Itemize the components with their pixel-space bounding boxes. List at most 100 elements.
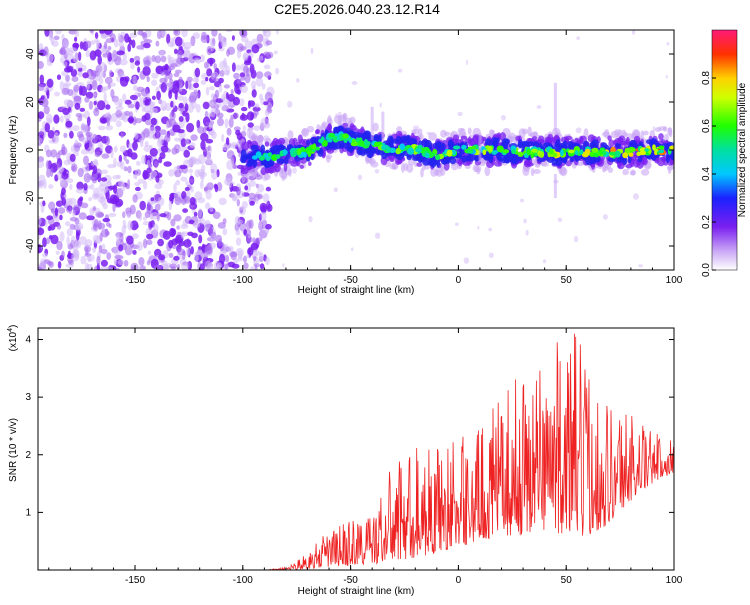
noise-blob (170, 218, 176, 227)
signal-blob (503, 139, 510, 144)
noise-blob (130, 152, 138, 160)
ridge-blob (267, 152, 272, 157)
signal-blob (553, 143, 561, 151)
noise-blob (116, 161, 123, 168)
signal-blob (496, 137, 500, 144)
noise-blob (90, 40, 96, 45)
noise-blob (142, 171, 150, 180)
noise-blob (239, 72, 246, 78)
noise-blob (92, 206, 96, 211)
noise-blob (142, 66, 151, 76)
noise-blob (60, 172, 69, 180)
noise-blob (105, 135, 110, 143)
noise-blob (86, 215, 95, 221)
spectrogram-panel: -150 -100 -50 0 50 100 -40 -20 0 20 40 Height of … (8, 29, 683, 296)
noise-blob (72, 209, 76, 217)
noise-blob (77, 116, 83, 122)
ridge-blob (628, 152, 634, 157)
noise-blob (488, 252, 494, 259)
noise-blob (217, 222, 226, 229)
ridge-blob (644, 148, 649, 152)
noise-blob (168, 252, 174, 258)
signal-blob (370, 148, 377, 153)
noise-blob (221, 105, 226, 111)
noise-blob (150, 197, 155, 202)
signal-blob (283, 162, 288, 172)
colorbar-tick-label: 0.6 (701, 119, 712, 133)
ridge-blob (568, 149, 575, 154)
noise-blob (120, 77, 124, 81)
noise-blob (127, 103, 135, 109)
noise-blob (236, 132, 243, 141)
noise-blob (119, 145, 127, 153)
noise-blob (115, 105, 124, 111)
noise-blob (138, 211, 142, 222)
noise-blob (157, 196, 165, 207)
noise-blob (210, 231, 217, 239)
signal-blob (453, 134, 460, 141)
signal-blob (349, 123, 355, 131)
noise-blob (244, 185, 249, 191)
noise-blob (70, 145, 75, 152)
noise-blob (167, 72, 173, 80)
signal-blob (458, 132, 463, 138)
noise-blob (292, 167, 297, 174)
ridge-blob (307, 150, 312, 158)
noise-blob (154, 183, 163, 190)
noise-blob (156, 90, 162, 101)
noise-blob (73, 249, 80, 260)
noise-blob (234, 83, 240, 94)
noise-blob (186, 122, 195, 133)
x-tick-label: -100 (233, 575, 253, 586)
noise-blob (99, 144, 104, 152)
noise-blob (457, 111, 463, 117)
noise-blob (97, 196, 106, 203)
noise-blob (171, 84, 180, 94)
noise-blob (134, 168, 138, 180)
signal-blob (623, 132, 628, 137)
noise-blob (85, 40, 92, 49)
noise-blob (143, 39, 153, 44)
snr-x-label: Height of straight line (km) (298, 586, 415, 597)
noise-blob (151, 72, 159, 79)
noise-blob (176, 57, 185, 65)
noise-blob (219, 253, 226, 264)
noise-blob (84, 96, 90, 103)
noise-blob (88, 197, 92, 202)
ridge-blob (466, 148, 474, 154)
ridge-blob (374, 141, 380, 147)
ridge-blob (533, 152, 539, 157)
noise-blob (69, 216, 78, 222)
signal-blob (658, 126, 667, 131)
noise-blob (184, 186, 190, 192)
noise-blob (53, 35, 60, 41)
noise-blob (249, 200, 255, 206)
signal-blob (440, 166, 446, 176)
noise-blob (500, 114, 506, 121)
noise-blob (91, 193, 99, 200)
ridge-blob (598, 149, 603, 156)
noise-blob (110, 89, 115, 99)
noise-blob (94, 151, 101, 158)
noise-blob (45, 149, 52, 158)
noise-blob (146, 233, 154, 240)
noise-blob (137, 66, 141, 73)
signal-blob (389, 156, 395, 163)
y-tick-label: 4 (25, 335, 31, 346)
noise-blob (81, 137, 89, 144)
noise-blob (86, 116, 91, 127)
noise-blob (73, 84, 80, 93)
noise-blob (154, 55, 162, 64)
noise-blob (106, 222, 111, 227)
noise-blob (133, 55, 141, 62)
noise-blob (122, 211, 126, 219)
noise-blob (251, 89, 257, 98)
signal-blob (365, 157, 370, 164)
noise-blob (201, 243, 206, 254)
noise-blob (53, 114, 60, 124)
noise-blob (44, 122, 50, 133)
noise-blob (251, 44, 260, 54)
noise-blob (162, 230, 171, 240)
signal-blob (607, 167, 614, 173)
signal-blob (467, 136, 472, 147)
